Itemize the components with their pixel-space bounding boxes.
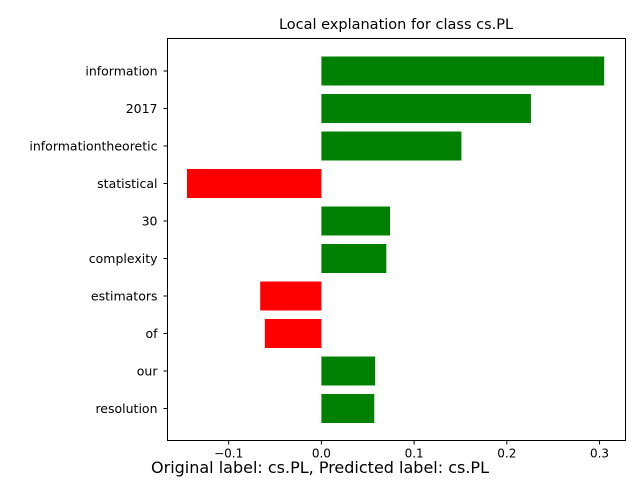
y-tick-label: our bbox=[137, 364, 159, 379]
bar-6 bbox=[260, 281, 322, 311]
bar-4 bbox=[321, 206, 391, 236]
y-tick-label: complexity bbox=[89, 251, 158, 266]
bar-1 bbox=[321, 94, 531, 123]
caption-label: Original label: cs.PL, Predicted label: … bbox=[151, 458, 489, 477]
bar-8 bbox=[321, 356, 376, 386]
bar-5 bbox=[321, 244, 387, 273]
y-axis-ticks: information 2017 informationtheoretic stati… bbox=[29, 64, 168, 416]
y-tick-label: of bbox=[145, 326, 158, 341]
bars-group bbox=[186, 56, 605, 423]
x-tick-label: −0.1 bbox=[214, 447, 243, 461]
y-tick-label: resolution bbox=[95, 401, 157, 416]
x-axis-ticks: −0.1 0.0 0.1 0.2 0.3 bbox=[214, 440, 609, 461]
bar-3 bbox=[186, 169, 322, 198]
y-tick-label: estimators bbox=[91, 289, 158, 304]
chart-title: Local explanation for class cs.PL bbox=[279, 17, 513, 33]
x-tick-label: 0.0 bbox=[312, 447, 331, 461]
y-tick-label: information bbox=[85, 64, 157, 79]
y-tick-label: statistical bbox=[97, 176, 157, 191]
axes-frame bbox=[167, 38, 626, 441]
bar-7 bbox=[264, 319, 322, 348]
y-tick-label: 30 bbox=[142, 214, 158, 229]
bar-2 bbox=[321, 131, 462, 161]
y-tick-label: informationtheoretic bbox=[29, 139, 157, 154]
y-tick-label: 2017 bbox=[126, 101, 158, 116]
bar-9 bbox=[321, 394, 375, 423]
bar-0 bbox=[321, 56, 605, 86]
x-tick-label: 0.1 bbox=[405, 447, 424, 461]
x-tick-label: 0.2 bbox=[497, 447, 516, 461]
x-tick-label: 0.3 bbox=[590, 447, 609, 461]
